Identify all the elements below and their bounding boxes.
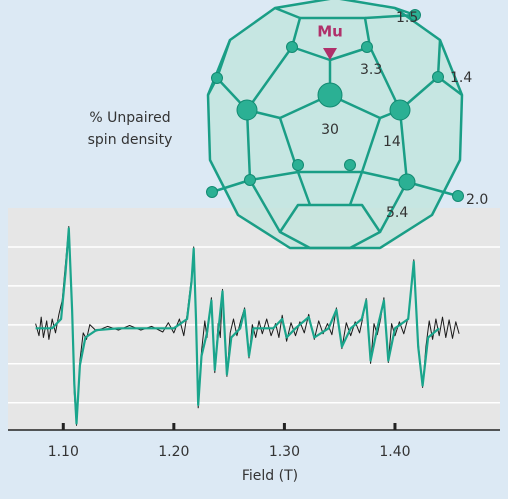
atom <box>286 41 298 53</box>
atom <box>398 173 416 191</box>
legend-label: % Unpaired <box>89 110 170 126</box>
atom <box>211 72 223 84</box>
atom <box>236 99 258 121</box>
atom <box>389 99 411 121</box>
atom <box>317 82 343 108</box>
density-label: 30 <box>321 122 339 138</box>
atom <box>409 9 421 21</box>
density-label: 1.4 <box>450 70 472 86</box>
atom <box>244 174 256 186</box>
atom <box>452 190 464 202</box>
plot: 1.10 1.20 1.30 1.40 <box>8 208 500 460</box>
atom <box>361 41 373 53</box>
x-tick-label: 1.10 <box>48 444 79 460</box>
atom <box>432 71 444 83</box>
fullerene <box>206 0 464 250</box>
mu-label: Mu <box>317 23 343 41</box>
density-label: 5.4 <box>386 205 408 221</box>
atom <box>344 159 356 171</box>
density-label: 3.3 <box>360 62 382 78</box>
mu-arrow <box>323 48 337 60</box>
plot-background <box>8 208 500 430</box>
x-tick-label: 1.40 <box>379 444 410 460</box>
x-axis-label: Field (T) <box>242 468 298 484</box>
density-label: 14 <box>383 134 401 150</box>
density-label: 2.0 <box>466 192 488 208</box>
atom <box>206 186 218 198</box>
legend-label: spin density <box>88 132 173 148</box>
atom <box>292 159 304 171</box>
central-pentagon <box>278 93 382 174</box>
density-label: 1.5 <box>396 10 418 26</box>
x-tick-label: 1.30 <box>269 444 300 460</box>
x-tick-label: 1.20 <box>158 444 189 460</box>
trace <box>35 227 440 425</box>
